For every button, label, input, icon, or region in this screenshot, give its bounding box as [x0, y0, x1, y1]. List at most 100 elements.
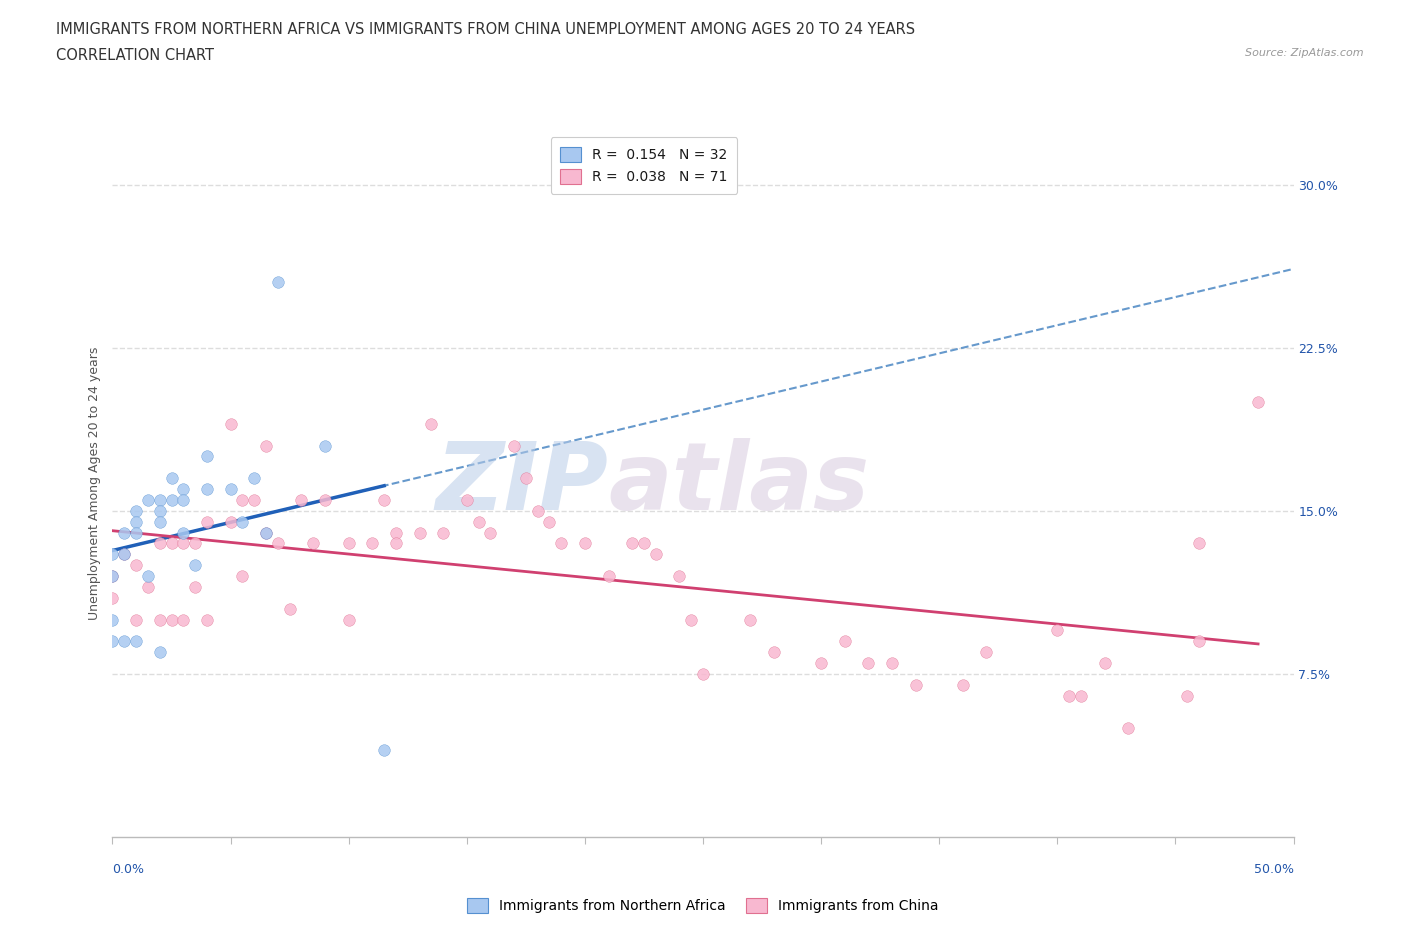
- Point: [195, 482, 218, 497]
- Point: [112, 547, 135, 562]
- Point: [149, 503, 172, 518]
- Legend: Immigrants from Northern Africa, Immigrants from China: Immigrants from Northern Africa, Immigra…: [461, 892, 945, 919]
- Point: [101, 568, 124, 583]
- Point: [385, 536, 408, 551]
- Point: [125, 503, 148, 518]
- Text: atlas: atlas: [609, 438, 870, 529]
- Point: [149, 493, 172, 508]
- Point: [681, 612, 703, 627]
- Point: [1116, 721, 1139, 736]
- Point: [880, 656, 903, 671]
- Point: [503, 438, 526, 453]
- Point: [195, 449, 218, 464]
- Point: [1046, 623, 1069, 638]
- Point: [101, 612, 124, 627]
- Point: [172, 536, 194, 551]
- Point: [762, 644, 785, 659]
- Point: [668, 568, 690, 583]
- Point: [149, 612, 172, 627]
- Point: [976, 644, 998, 659]
- Point: [101, 634, 124, 649]
- Point: [1188, 536, 1211, 551]
- Point: [172, 482, 194, 497]
- Point: [373, 742, 395, 757]
- Point: [858, 656, 880, 671]
- Point: [633, 536, 655, 551]
- Point: [385, 525, 408, 540]
- Point: [243, 493, 266, 508]
- Point: [160, 536, 183, 551]
- Point: [952, 677, 974, 692]
- Point: [1175, 688, 1198, 703]
- Point: [408, 525, 430, 540]
- Point: [184, 579, 207, 594]
- Text: 50.0%: 50.0%: [1254, 863, 1294, 876]
- Point: [254, 525, 277, 540]
- Point: [1094, 656, 1116, 671]
- Point: [904, 677, 927, 692]
- Point: [1247, 394, 1270, 409]
- Point: [337, 536, 360, 551]
- Point: [267, 536, 290, 551]
- Point: [149, 644, 172, 659]
- Point: [184, 558, 207, 573]
- Point: [172, 493, 194, 508]
- Point: [243, 471, 266, 485]
- Point: [101, 547, 124, 562]
- Point: [231, 514, 253, 529]
- Legend: R =  0.154   N = 32, R =  0.038   N = 71: R = 0.154 N = 32, R = 0.038 N = 71: [551, 137, 737, 194]
- Point: [160, 612, 183, 627]
- Point: [101, 568, 124, 583]
- Point: [538, 514, 561, 529]
- Point: [1070, 688, 1092, 703]
- Point: [740, 612, 762, 627]
- Point: [231, 493, 253, 508]
- Point: [456, 493, 478, 508]
- Text: 0.0%: 0.0%: [112, 863, 145, 876]
- Point: [136, 568, 159, 583]
- Point: [219, 514, 242, 529]
- Point: [254, 525, 277, 540]
- Point: [101, 591, 124, 605]
- Point: [195, 612, 218, 627]
- Point: [112, 634, 135, 649]
- Point: [621, 536, 644, 551]
- Text: CORRELATION CHART: CORRELATION CHART: [56, 48, 214, 63]
- Point: [302, 536, 325, 551]
- Point: [598, 568, 620, 583]
- Point: [278, 601, 301, 616]
- Point: [172, 525, 194, 540]
- Point: [136, 493, 159, 508]
- Text: IMMIGRANTS FROM NORTHERN AFRICA VS IMMIGRANTS FROM CHINA UNEMPLOYMENT AMONG AGES: IMMIGRANTS FROM NORTHERN AFRICA VS IMMIG…: [56, 22, 915, 37]
- Point: [1188, 634, 1211, 649]
- Point: [314, 438, 336, 453]
- Point: [550, 536, 572, 551]
- Point: [219, 482, 242, 497]
- Point: [644, 547, 666, 562]
- Point: [574, 536, 596, 551]
- Text: Source: ZipAtlas.com: Source: ZipAtlas.com: [1246, 48, 1364, 59]
- Y-axis label: Unemployment Among Ages 20 to 24 years: Unemployment Among Ages 20 to 24 years: [89, 347, 101, 620]
- Point: [479, 525, 502, 540]
- Point: [184, 536, 207, 551]
- Point: [337, 612, 360, 627]
- Point: [125, 634, 148, 649]
- Point: [373, 493, 395, 508]
- Point: [160, 493, 183, 508]
- Point: [125, 525, 148, 540]
- Point: [1057, 688, 1080, 703]
- Point: [149, 536, 172, 551]
- Point: [149, 514, 172, 529]
- Point: [420, 417, 443, 432]
- Point: [515, 471, 537, 485]
- Point: [172, 612, 194, 627]
- Text: ZIP: ZIP: [436, 438, 609, 529]
- Point: [195, 514, 218, 529]
- Point: [467, 514, 489, 529]
- Point: [125, 558, 148, 573]
- Point: [125, 514, 148, 529]
- Point: [692, 667, 714, 682]
- Point: [810, 656, 832, 671]
- Point: [231, 568, 253, 583]
- Point: [526, 503, 548, 518]
